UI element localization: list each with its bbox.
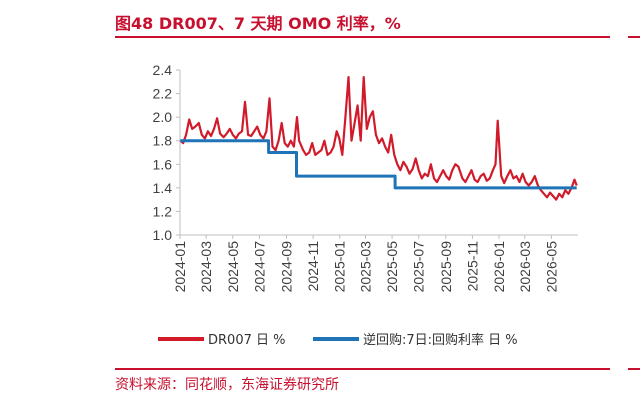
x-tick-label: 2025-09 <box>438 241 454 293</box>
x-tick-label: 2024-11 <box>305 241 321 292</box>
x-tick-label: 2024-05 <box>225 241 241 293</box>
title-rule <box>115 36 610 38</box>
figure-title: 图48 DR007、7 天期 OMO 利率，% <box>115 14 401 33</box>
x-tick-label: 2026-03 <box>517 241 533 293</box>
title-rule-edge <box>628 36 640 38</box>
y-tick-label: 1.2 <box>153 203 173 219</box>
dr007-line <box>179 76 578 201</box>
x-tick-label: 2026-01 <box>491 241 507 293</box>
legend-dr007-label: DR007 日 % <box>208 333 285 348</box>
x-tick-label: 2024-07 <box>251 241 267 293</box>
x-tick-label: 2024-01 <box>172 241 188 293</box>
x-tick-label: 2025-01 <box>332 241 348 293</box>
source-rule-edge <box>628 368 640 370</box>
x-tick-label: 2024-03 <box>198 241 214 293</box>
x-tick-label: 2024-09 <box>278 241 294 293</box>
y-tick-label: 1.0 <box>153 227 173 243</box>
y-tick-label: 2.4 <box>153 62 173 78</box>
x-tick-label: 2026-05 <box>543 241 559 293</box>
y-tick-label: 1.4 <box>153 180 173 196</box>
y-tick-label: 2.2 <box>153 86 173 102</box>
source-rule <box>115 368 610 370</box>
x-tick-label: 2025-07 <box>411 241 427 293</box>
y-tick-label: 2.0 <box>153 109 173 125</box>
y-tick-label: 1.8 <box>153 133 173 149</box>
source-note: 资料来源：同花顺，东海证券研究所 <box>115 377 339 393</box>
x-tick-label: 2025-11 <box>464 241 480 292</box>
y-tick-label: 1.6 <box>153 156 173 172</box>
x-tick-label: 2025-05 <box>384 241 400 293</box>
x-tick-label: 2025-03 <box>357 241 373 293</box>
legend-omo-label: 逆回购:7日:回购利率 日 % <box>363 332 518 348</box>
omo-rate-line <box>180 139 577 190</box>
